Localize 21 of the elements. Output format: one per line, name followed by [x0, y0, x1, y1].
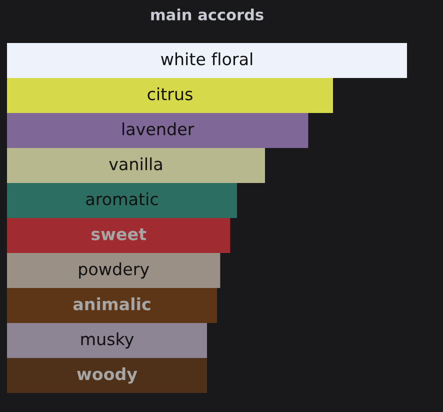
y-tick-label: woody [77, 367, 138, 384]
bar [7, 148, 265, 183]
bar [7, 288, 217, 323]
bar [7, 358, 207, 393]
y-tick-label: lavender [122, 122, 194, 136]
y-tick-label: powdery [79, 262, 150, 279]
y-tick-label: animalic [73, 297, 150, 310]
y-tick-label: vanilla [109, 157, 162, 170]
y-tick-label: sweet [92, 228, 146, 240]
bar [7, 323, 207, 358]
bar [7, 218, 230, 253]
bar [7, 43, 407, 78]
bar [7, 113, 308, 148]
bar [7, 253, 220, 288]
chart-title: main accords [151, 8, 264, 20]
y-tick-label: white floral [161, 52, 252, 66]
bar [7, 78, 333, 113]
y-tick-label: musky [81, 332, 134, 349]
bar [7, 183, 237, 218]
y-tick-label: citrus [148, 87, 192, 100]
y-tick-label: aromatic [86, 192, 158, 206]
